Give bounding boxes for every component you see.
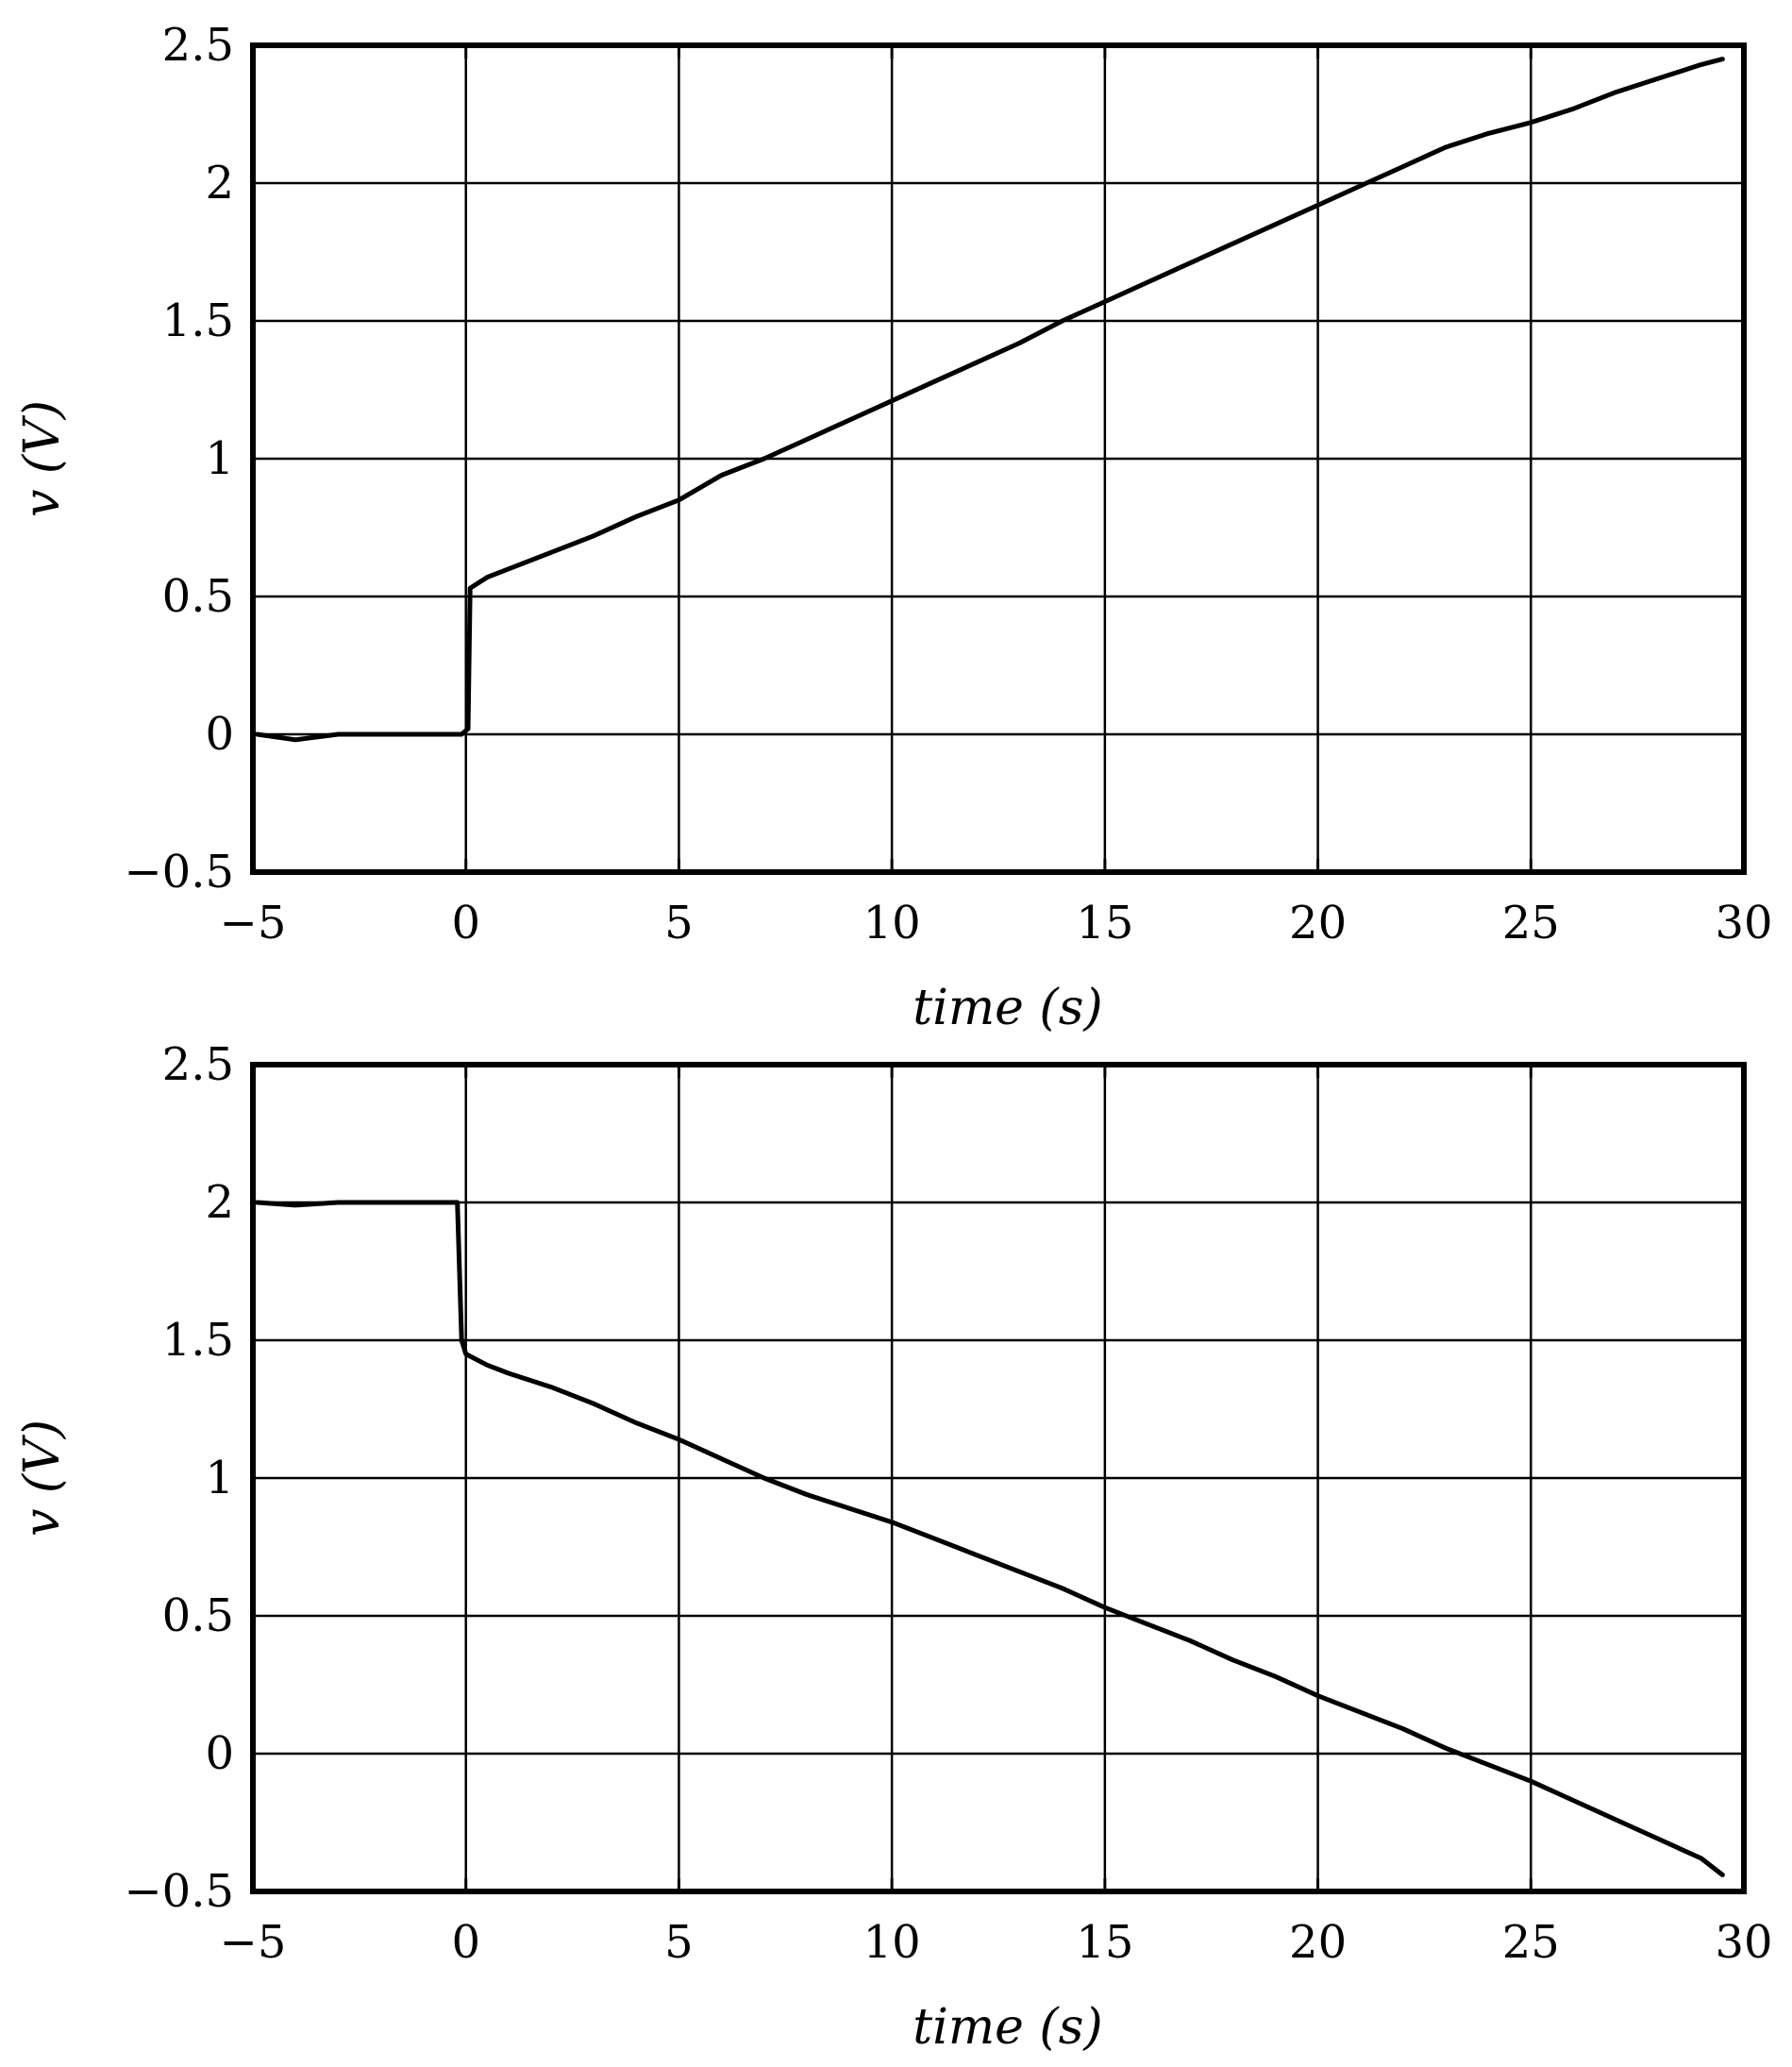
y-tick-label: 0.5 <box>162 570 234 623</box>
x-tick-label: 5 <box>664 897 694 949</box>
plot-top: −5 0 5 10 15 20 25 30 −0.5 0 0.5 1 1.5 2 2.5 time (s) v … <box>14 19 1773 1036</box>
x-tick-label: 10 <box>863 1916 921 1969</box>
x-axis-title: time (s) <box>913 1999 1102 2056</box>
y-tick-label: 1 <box>205 1452 234 1504</box>
y-tick-label: 0.5 <box>162 1589 234 1642</box>
x-tick-label: −5 <box>220 897 287 949</box>
x-tick-label: 5 <box>664 1916 694 1969</box>
plot-bottom: −5 0 5 10 15 20 25 30 −0.5 0 0.5 1 1.5 2 2.5 time (s) v … <box>14 1038 1773 2056</box>
x-tick-label: 30 <box>1715 1916 1772 1969</box>
plot-frame <box>250 42 1747 875</box>
x-tick-label: 30 <box>1715 897 1772 949</box>
y-tick-label: 1.5 <box>162 294 234 347</box>
y-axis-title: v (V) <box>14 1420 71 1537</box>
series-line <box>255 1200 1725 1877</box>
x-tick-label: 0 <box>451 1916 480 1969</box>
x-tick-label: 15 <box>1076 897 1133 949</box>
y-tick-label: 2.5 <box>162 19 234 72</box>
x-axis-title: time (s) <box>913 980 1102 1036</box>
plot-frame <box>250 1062 1747 1894</box>
x-tick-label: 15 <box>1076 1916 1133 1969</box>
y-tick-label: 2.5 <box>162 1038 234 1091</box>
x-tick-label: 25 <box>1502 1916 1560 1969</box>
y-tick-label: 2 <box>205 157 234 210</box>
series-line <box>255 57 1725 743</box>
x-tick-label: 20 <box>1289 1916 1347 1969</box>
x-tick-label: 0 <box>451 897 480 949</box>
y-tick-label: 0 <box>205 1727 234 1780</box>
y-tick-label: 1.5 <box>162 1314 234 1367</box>
y-tick-label: −0.5 <box>124 846 234 899</box>
y-axis-title: v (V) <box>14 400 71 517</box>
y-tick-label: 0 <box>205 708 234 761</box>
y-tick-label: 2 <box>205 1176 234 1229</box>
x-tick-label: 10 <box>863 897 921 949</box>
x-tick-label: −5 <box>220 1916 287 1969</box>
y-tick-label: 1 <box>205 432 234 485</box>
y-tick-label: −0.5 <box>124 1865 234 1918</box>
x-tick-label: 25 <box>1502 897 1560 949</box>
x-tick-label: 20 <box>1289 897 1347 949</box>
